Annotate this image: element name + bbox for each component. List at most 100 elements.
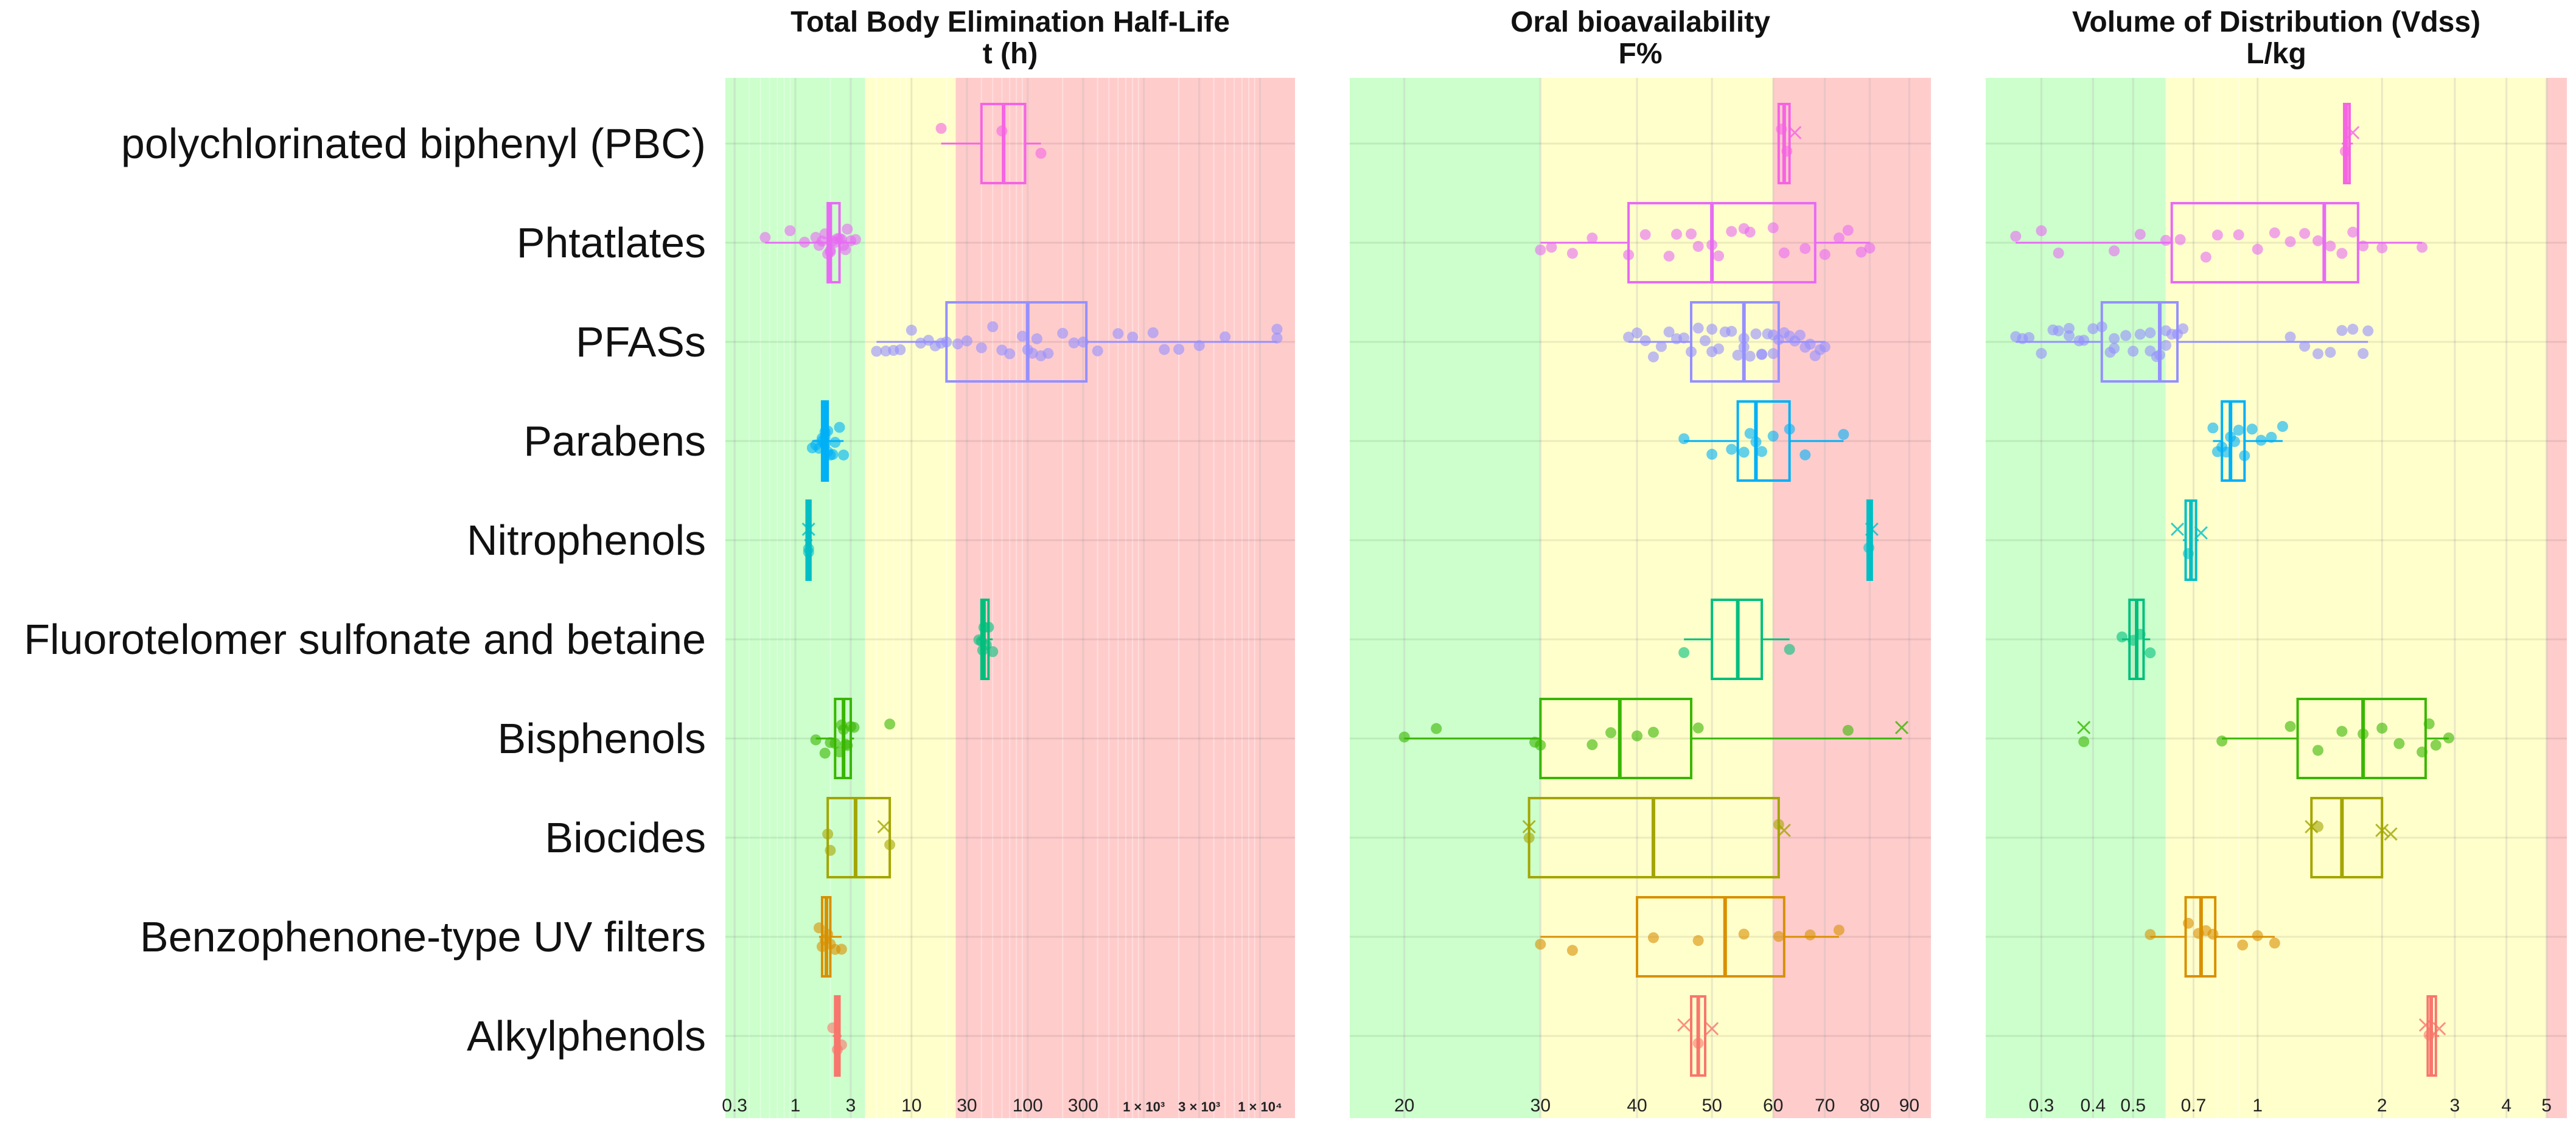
data-point	[1647, 932, 1659, 944]
x-tick-label: 20	[1394, 1096, 1414, 1116]
data-point	[2120, 330, 2132, 341]
data-point	[1713, 250, 1725, 262]
box-group	[1678, 599, 1795, 680]
data-point	[1057, 327, 1069, 339]
data-point	[1639, 335, 1651, 347]
data-point	[1819, 249, 1831, 260]
data-point	[1655, 341, 1667, 352]
category-label: Biocides	[545, 814, 706, 861]
data-point	[834, 422, 845, 433]
data-point	[822, 829, 834, 840]
data-point	[1833, 924, 1845, 936]
data-point	[1738, 223, 1750, 234]
data-point	[1671, 229, 1683, 240]
data-point	[1398, 731, 1410, 743]
data-point	[2239, 450, 2250, 462]
data-point	[980, 639, 992, 650]
data-point	[2285, 721, 2296, 732]
data-point	[1535, 939, 1546, 950]
x-tick-label: 0.3	[2029, 1096, 2054, 1116]
box	[1627, 202, 1817, 283]
data-point	[2237, 939, 2249, 951]
x-tick-label: 0.7	[2181, 1096, 2207, 1116]
box	[2221, 400, 2246, 482]
category-label: PFASs	[576, 318, 706, 366]
data-point	[2269, 227, 2280, 238]
data-point	[1127, 332, 1139, 343]
data-point	[1147, 327, 1159, 338]
data-point	[935, 123, 947, 134]
x-tick-label: 1	[2252, 1096, 2263, 1116]
data-point	[895, 344, 906, 355]
data-point	[1692, 322, 1704, 334]
data-point	[1855, 246, 1867, 258]
outlier-x-mark	[2077, 720, 2091, 735]
data-point	[803, 543, 814, 554]
data-point	[1431, 723, 1442, 734]
outlier-x-mark	[2170, 522, 2185, 537]
data-point	[2325, 240, 2336, 252]
x-tick-label: 2	[2377, 1096, 2387, 1116]
panel-half-life: 0.3 1 3 10 30 100 300 1 × 10³ 3 × 10³ 1 × 10⁴ Tota…	[722, 6, 1295, 1118]
data-point	[2336, 726, 2348, 737]
data-point	[1799, 243, 1811, 254]
panel-volume-of-distribution: 0.3 0.4 0.5 0.7 1 2 3 4 5 Volume of Distribution …	[1986, 6, 2567, 1118]
data-point	[759, 232, 771, 243]
x-tick-label: 3	[2450, 1096, 2460, 1116]
data-point	[2299, 341, 2311, 352]
data-point	[1767, 430, 1779, 442]
data-point	[1738, 447, 1750, 458]
data-point	[1744, 428, 1756, 439]
box-group	[1678, 400, 1849, 482]
data-point	[2443, 732, 2454, 744]
data-point	[1220, 331, 1231, 342]
outlier-x-mark	[1777, 823, 1791, 838]
data-point	[2177, 323, 2189, 335]
zone-yellow	[2166, 78, 2547, 1118]
box	[2170, 202, 2359, 283]
data-point	[2347, 324, 2359, 335]
data-point	[1623, 332, 1635, 343]
data-point	[838, 449, 850, 460]
data-point	[1586, 232, 1598, 244]
data-point	[1678, 332, 1690, 344]
data-point	[1781, 145, 1793, 157]
data-point	[2096, 321, 2107, 333]
data-point	[2078, 736, 2090, 748]
zone-yellow	[865, 78, 956, 1118]
data-point	[1732, 349, 1744, 361]
data-point	[2182, 548, 2194, 560]
data-point	[2362, 325, 2374, 336]
box-group	[759, 202, 861, 283]
zone-red	[2546, 78, 2567, 1118]
data-point	[2358, 728, 2369, 740]
data-point	[1639, 229, 1651, 240]
data-point	[2160, 235, 2172, 246]
data-point	[2078, 335, 2090, 346]
data-point	[1647, 351, 1659, 363]
data-point	[987, 646, 999, 658]
data-point	[1738, 341, 1750, 353]
x-tick-label: 70	[1815, 1096, 1835, 1116]
data-point	[2266, 431, 2277, 443]
data-point	[1706, 239, 1718, 251]
data-point	[1632, 327, 1643, 339]
data-point	[2053, 247, 2064, 259]
box-group	[973, 599, 999, 680]
data-point	[2109, 333, 2120, 344]
data-point	[2127, 346, 2139, 357]
data-point	[884, 839, 896, 850]
data-point	[1678, 647, 1690, 658]
zone-green	[1986, 78, 2166, 1118]
data-point	[822, 928, 834, 940]
data-point	[1726, 226, 1737, 237]
data-point	[810, 734, 822, 746]
data-point	[2036, 347, 2047, 359]
data-point	[1756, 446, 1768, 457]
data-point	[2109, 245, 2120, 257]
box-group	[2207, 400, 2288, 482]
data-point	[1692, 1038, 1704, 1049]
data-point	[1692, 722, 1704, 734]
category-label: Fluorotelomer sulfonate and betaine	[24, 616, 706, 663]
data-point	[2154, 349, 2166, 361]
